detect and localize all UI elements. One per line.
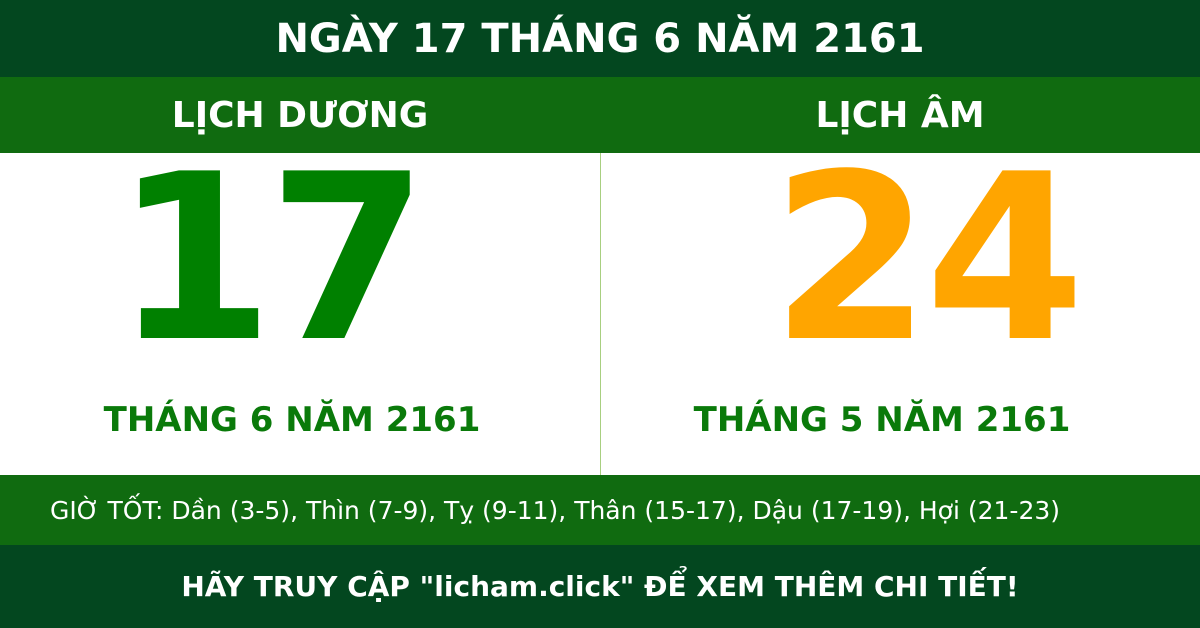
lunar-month-year: THÁNG 5 NĂM 2161 [693, 400, 1071, 440]
lunar-calendar-label: LỊCH ÂM [815, 94, 985, 136]
solar-month-year: THÁNG 6 NĂM 2161 [103, 400, 481, 440]
column-divider [600, 153, 601, 475]
column-headers: LỊCH DƯƠNG LỊCH ÂM [0, 77, 1200, 153]
good-hours: GIỜ TỐT: Dần (3-5), Thìn (7-9), Tỵ (9-11… [0, 475, 1200, 545]
solar-calendar-label: LỊCH DƯƠNG [171, 94, 429, 136]
lunar-day: 24 [770, 126, 1085, 393]
page-title: NGÀY 17 THÁNG 6 NĂM 2161 [0, 0, 1200, 77]
footer-cta: HÃY TRUY CẬP "licham.click" ĐỂ XEM THÊM … [0, 545, 1200, 628]
solar-day: 17 [113, 126, 428, 393]
